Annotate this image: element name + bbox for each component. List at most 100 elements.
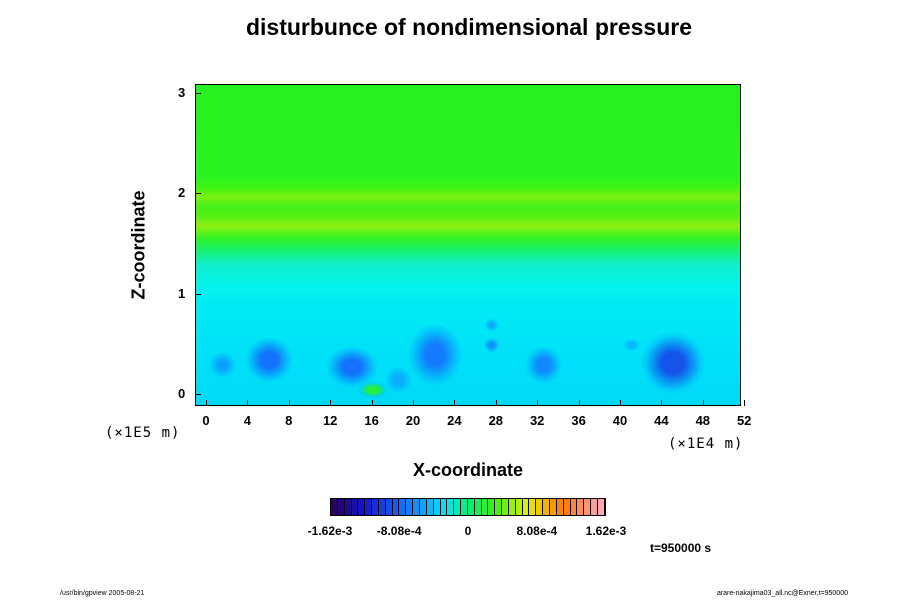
colorbar-swatch — [392, 499, 400, 515]
colorbar-label: -8.08e-4 — [376, 524, 422, 538]
x-tick-mark — [288, 400, 290, 406]
colorbar-swatch — [508, 499, 516, 515]
footer-left: /usr/bin/gpview 2005-08-21 — [60, 590, 145, 597]
colorbar-swatch — [502, 499, 509, 515]
colorbar-swatch — [399, 499, 407, 515]
colorbar-swatch — [337, 499, 345, 515]
colorbar-swatch — [372, 499, 379, 515]
x-tick-mark — [413, 400, 414, 406]
colorbar-swatch — [358, 499, 366, 515]
y-tick-label: 2 — [178, 185, 186, 200]
x-tick-mark — [702, 400, 704, 406]
y-tick-label: 3 — [178, 84, 186, 100]
y-tick-mark — [195, 293, 201, 295]
x-tick-mark — [206, 400, 207, 406]
colorbar-swatch — [385, 499, 393, 515]
x-tick-mark — [454, 400, 456, 406]
colorbar-swatch — [577, 499, 585, 515]
x-tick-label: 4 — [243, 413, 252, 428]
colorbar-label: 0 — [464, 524, 472, 538]
x-tick-mark — [744, 400, 746, 406]
x-tick-mark — [247, 400, 249, 406]
colorbar-swatch — [426, 499, 434, 515]
footer-right: arare-nakajima03_all.nc@Exner,t=950000 — [716, 590, 848, 597]
x-tick-mark — [537, 400, 539, 406]
x-tick-label: 16 — [364, 413, 379, 428]
colorbar — [330, 498, 606, 516]
colorbar-swatch — [433, 499, 441, 515]
x-tick-label: 12 — [322, 413, 338, 428]
colorbar-label: 8.08e-4 — [516, 524, 558, 538]
x-tick-label: 52 — [736, 413, 752, 428]
pressure-cell — [641, 332, 704, 393]
colorbar-swatch — [495, 499, 503, 515]
y-tick-label: 0 — [178, 386, 186, 401]
x-axis-scale: (×1E4 m) — [668, 436, 744, 452]
colorbar-label: -1.62e-3 — [307, 524, 353, 538]
chart-title: disturbunce of nondimensional pressure — [245, 14, 692, 40]
y-axis-label: Z-coordinate — [128, 190, 149, 300]
colorbar-swatch — [488, 499, 496, 515]
colorbar-swatch — [378, 499, 386, 515]
pressure-cell — [327, 346, 377, 387]
colorbar-swatch — [515, 499, 523, 515]
colorbar-swatch — [522, 499, 530, 515]
colorbar-swatch — [597, 499, 605, 515]
pressure-cell — [246, 337, 292, 382]
time-label: t=950000 s — [650, 541, 712, 555]
pressure-cell — [624, 338, 639, 351]
x-tick-mark — [620, 400, 621, 406]
x-tick-mark — [330, 400, 332, 406]
x-axis-label: X-coordinate — [412, 460, 524, 480]
y-tick-label: 1 — [178, 285, 186, 301]
x-tick-mark — [661, 400, 663, 406]
colorbar-swatch — [344, 499, 352, 515]
colorbar-swatch — [556, 499, 564, 515]
pressure-cell — [484, 337, 499, 352]
colorbar-swatch — [591, 499, 598, 515]
x-tick-label: 24 — [447, 413, 462, 428]
y-axis-scale: (×1E5 m) — [105, 425, 181, 441]
x-tick-mark — [495, 400, 497, 406]
colorbar-swatch — [584, 499, 592, 515]
x-tick-label: 8 — [285, 413, 293, 428]
x-tick-label: 36 — [571, 413, 586, 428]
pressure-cell — [408, 324, 461, 385]
pressure-cell — [525, 346, 561, 383]
colorbar-swatch — [474, 499, 482, 515]
colorbar-swatch — [447, 499, 455, 515]
x-tick-mark — [371, 400, 373, 406]
x-tick-label: 32 — [529, 413, 545, 428]
colorbar-swatch — [529, 499, 537, 515]
colorbar-swatch — [440, 499, 448, 515]
colorbar-swatch — [481, 499, 489, 515]
colorbar-swatch — [550, 499, 557, 515]
y-tick-mark — [195, 193, 201, 194]
colorbar-swatch — [406, 499, 414, 515]
plot-area — [195, 84, 741, 406]
x-tick-label: 40 — [612, 413, 628, 428]
x-tick-label: 0 — [202, 413, 210, 428]
colorbar-swatch — [563, 499, 571, 515]
colorbar-swatch — [536, 499, 544, 515]
colorbar-swatch — [543, 499, 550, 515]
pressure-cell — [358, 381, 388, 398]
x-tick-label: 44 — [654, 413, 669, 428]
x-tick-label: 28 — [488, 413, 504, 428]
y-tick-mark — [195, 394, 201, 395]
colorbar-swatch — [365, 499, 373, 515]
colorbar-swatch — [351, 499, 359, 515]
pressure-cell — [485, 318, 498, 331]
colorbar-swatch — [331, 499, 338, 515]
x-tick-label: 20 — [405, 413, 421, 428]
pressure-cell — [210, 352, 235, 377]
colorbar-swatch — [454, 499, 462, 515]
pressure-cell — [386, 367, 411, 392]
colorbar-swatch — [467, 499, 475, 515]
y-tick-mark — [195, 92, 201, 94]
colorbar-swatch — [419, 499, 427, 515]
x-tick-label: 48 — [695, 413, 711, 428]
colorbar-label: 1.62e-3 — [585, 524, 627, 538]
colorbar-swatch — [570, 499, 578, 515]
colorbar-swatch — [461, 499, 468, 515]
